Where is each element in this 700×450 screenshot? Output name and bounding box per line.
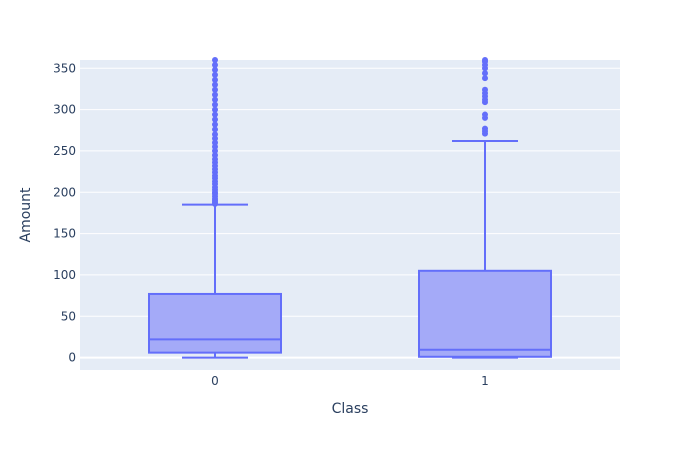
x-axis-title: Class	[332, 401, 369, 417]
outlier-point	[212, 126, 218, 133]
outlier-point	[212, 121, 218, 128]
outlier-point	[212, 111, 218, 118]
outlier-point	[212, 101, 218, 108]
box-0	[148, 57, 282, 359]
outlier-point	[212, 143, 218, 150]
outlier-point	[212, 152, 218, 159]
outlier-point	[212, 131, 218, 138]
y-tick-label: 200	[53, 185, 76, 199]
outlier-point	[212, 76, 218, 83]
y-tick-label: 250	[53, 144, 76, 158]
outlier-point	[482, 125, 488, 132]
outlier-point	[212, 139, 218, 146]
outlier-point	[482, 57, 488, 63]
box-body	[148, 292, 282, 354]
y-tick-label: 300	[53, 103, 76, 117]
outlier-point	[482, 111, 488, 118]
outlier-point	[212, 135, 218, 142]
outlier-point	[482, 70, 488, 77]
outlier-point	[212, 91, 218, 98]
outlier-point	[212, 86, 218, 93]
y-tick-label: 0	[68, 351, 76, 365]
outlier-point	[212, 116, 218, 123]
box-series	[148, 57, 552, 359]
x-tick-label: 0	[211, 374, 219, 388]
box-1	[418, 57, 552, 359]
outlier-point	[212, 106, 218, 113]
x-tick-label: 1	[481, 374, 489, 388]
y-tick-label: 100	[53, 268, 76, 282]
outlier-point	[212, 147, 218, 154]
outlier-point	[212, 156, 218, 163]
y-axis-title: Amount	[18, 187, 34, 243]
y-tick-label: 150	[53, 227, 76, 241]
outlier-point	[212, 71, 218, 78]
y-tick-label: 350	[53, 61, 76, 75]
outlier-point	[212, 66, 218, 73]
outlier-point	[212, 81, 218, 88]
y-axis-ticks: 0 50 100 150 200 250 300 350	[53, 61, 76, 364]
y-tick-label: 50	[61, 309, 76, 323]
outlier-point	[212, 57, 218, 63]
box-body	[418, 269, 552, 358]
outlier-point	[212, 61, 218, 68]
outlier-point	[212, 96, 218, 103]
outlier-point	[482, 86, 488, 93]
outlier-point	[482, 75, 488, 82]
